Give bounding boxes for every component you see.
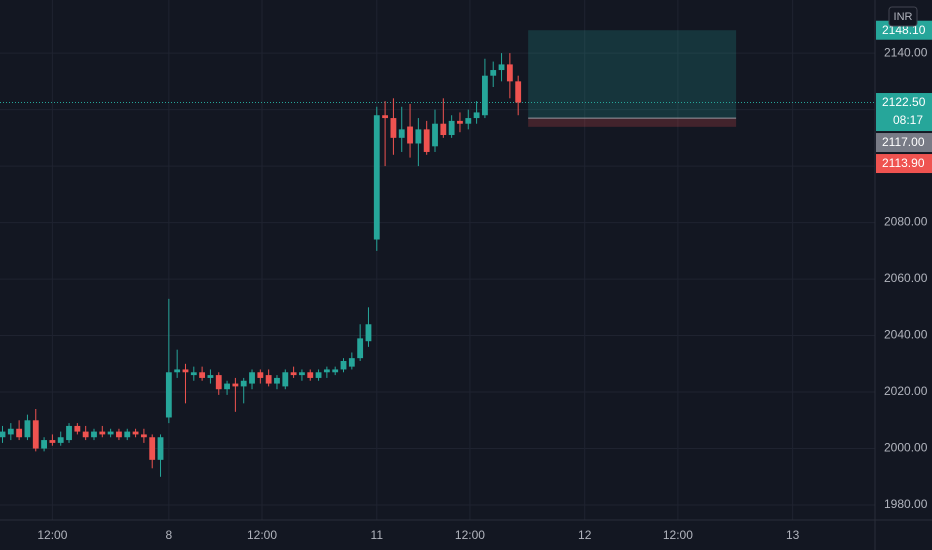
candle-body bbox=[473, 112, 480, 119]
candle-body bbox=[140, 434, 147, 438]
candle-body bbox=[190, 372, 197, 376]
price-label: 2113.90 bbox=[876, 154, 932, 174]
candle-body bbox=[365, 324, 372, 342]
candle-body bbox=[506, 64, 513, 82]
candle-body bbox=[32, 420, 39, 449]
candle-body bbox=[207, 375, 214, 378]
candle-body bbox=[490, 70, 497, 76]
candle-body bbox=[174, 369, 181, 373]
candle-body bbox=[498, 64, 505, 71]
candle-body bbox=[423, 129, 430, 152]
price-label-text: 2122.50 bbox=[882, 95, 926, 109]
candle-body bbox=[74, 425, 81, 432]
candle-body bbox=[382, 115, 389, 119]
price-label-box bbox=[876, 133, 932, 153]
candle-body bbox=[107, 431, 114, 435]
candle-body bbox=[332, 369, 339, 373]
price-label-text: 2113.90 bbox=[882, 156, 925, 170]
countdown: 08:17 bbox=[893, 113, 923, 127]
price-label-box bbox=[876, 154, 932, 174]
candle-body bbox=[357, 338, 364, 359]
candle-body bbox=[182, 369, 189, 373]
candle-body bbox=[299, 372, 305, 376]
candle-body bbox=[307, 372, 314, 378]
x-tick-label: 13 bbox=[786, 528, 800, 542]
candle-body bbox=[348, 358, 355, 367]
x-tick-label: 12:00 bbox=[455, 528, 485, 542]
candle-body bbox=[249, 372, 255, 384]
candle-body bbox=[323, 369, 330, 373]
candle-body bbox=[407, 126, 413, 144]
candle-body bbox=[373, 115, 380, 240]
candle-body bbox=[215, 375, 222, 390]
candle-body bbox=[49, 440, 56, 443]
candle-body bbox=[440, 123, 447, 136]
price-label: 2122.50 08:17 bbox=[876, 93, 932, 132]
candle-body bbox=[274, 377, 280, 384]
y-tick-label: 2000.00 bbox=[884, 441, 928, 455]
x-tick-label: 12 bbox=[578, 528, 592, 542]
candle-body bbox=[116, 431, 122, 438]
candle-body bbox=[157, 437, 164, 460]
candle-body bbox=[0, 431, 6, 438]
candle-body bbox=[240, 380, 247, 387]
candle-body bbox=[390, 118, 397, 138]
y-tick-label: 1980.00 bbox=[884, 497, 928, 511]
x-tick-label: 8 bbox=[166, 528, 173, 542]
candle-body bbox=[481, 75, 488, 116]
candle-body bbox=[199, 372, 206, 378]
y-tick-label: 2060.00 bbox=[884, 271, 928, 285]
candle-body bbox=[149, 437, 156, 460]
candle-body bbox=[224, 383, 230, 390]
candle-body bbox=[165, 372, 172, 418]
candle-body bbox=[515, 81, 522, 103]
candle-body bbox=[432, 123, 438, 147]
candle-body bbox=[448, 120, 455, 136]
currency: INR bbox=[894, 11, 913, 23]
candle-body bbox=[41, 440, 47, 449]
candle-body bbox=[257, 372, 264, 378]
candle-body bbox=[124, 431, 131, 438]
candle-body bbox=[398, 129, 405, 138]
candle-body bbox=[66, 425, 72, 441]
x-tick-label: 12:00 bbox=[37, 528, 67, 542]
y-tick-label: 2080.00 bbox=[884, 215, 928, 229]
price-label: 2117.00 bbox=[876, 133, 932, 153]
candle-body bbox=[7, 428, 14, 435]
price-label-text: 2117.00 bbox=[882, 135, 925, 149]
candle-body bbox=[340, 360, 347, 370]
candle-body bbox=[24, 420, 31, 438]
candle-body bbox=[16, 428, 23, 438]
candle-body bbox=[82, 431, 89, 438]
x-tick-label: 12:00 bbox=[247, 528, 277, 542]
candle-body bbox=[290, 372, 297, 376]
currency-badge bbox=[888, 6, 918, 27]
x-tick-label: 12:00 bbox=[663, 528, 693, 542]
candle-body bbox=[265, 375, 272, 384]
candle-body bbox=[465, 118, 472, 124]
candle-body bbox=[132, 431, 139, 435]
candle-body bbox=[99, 431, 106, 435]
candle-body bbox=[91, 431, 97, 438]
candle-body bbox=[282, 372, 289, 387]
y-tick-label: 2020.00 bbox=[884, 384, 928, 398]
y-tick-label: 2140.00 bbox=[884, 45, 928, 59]
candle-body bbox=[57, 437, 64, 443]
price-label-box bbox=[876, 93, 932, 132]
candle-body bbox=[457, 120, 463, 124]
profit-zone bbox=[528, 30, 737, 119]
candle-body bbox=[232, 383, 239, 387]
y-tick-label: 2040.00 bbox=[884, 328, 928, 342]
candle-body bbox=[315, 372, 322, 378]
x-tick-label: 11 bbox=[371, 528, 384, 542]
candle-body bbox=[415, 129, 422, 144]
loss-zone bbox=[528, 118, 737, 127]
